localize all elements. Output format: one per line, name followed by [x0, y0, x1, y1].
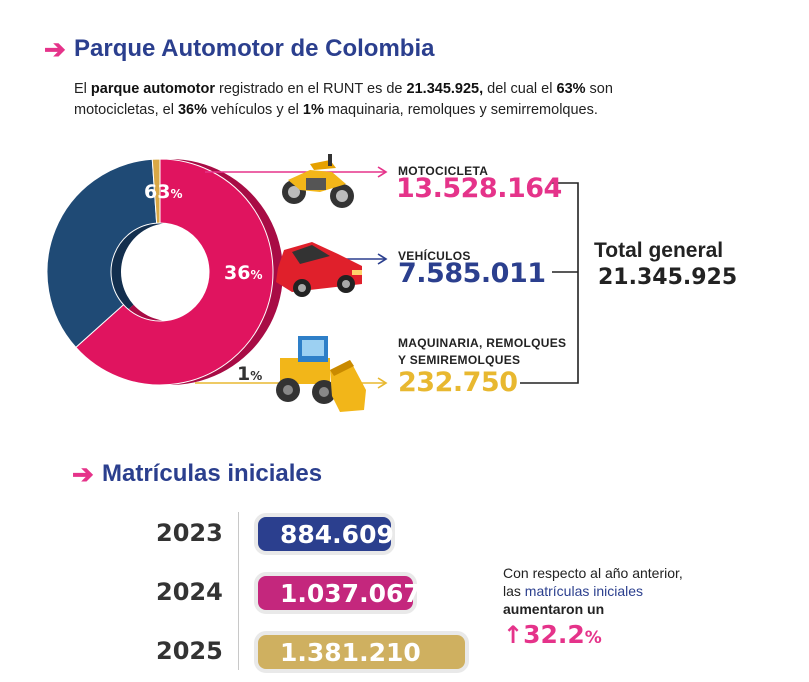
category-value-veh: 7.585.011 — [398, 258, 546, 289]
connector-veh-head — [377, 253, 388, 265]
section-title-matriculas: Matrículas iniciales — [102, 460, 323, 487]
donut-pct-veh: 36% — [224, 262, 263, 284]
donut-segment-1 — [46, 158, 158, 349]
bar-2024: 1.037.067 — [258, 576, 421, 610]
growth-value: ↑32.2% — [503, 620, 602, 649]
bar-year-label-2025: 2025 — [156, 637, 223, 665]
category-label-veh: VEHÍCULOS — [398, 249, 471, 263]
arrow-up-icon: ↑ — [503, 621, 524, 649]
bar-axis-line — [238, 512, 239, 670]
motorcycle-icon — [282, 154, 354, 208]
donut-segment-2 — [151, 158, 161, 224]
connector-maq-head — [377, 377, 388, 389]
donut-pct-maq: 1% — [237, 363, 263, 385]
intro-paragraph: El parque automotor registrado en el RUN… — [74, 81, 613, 118]
donut-segments — [46, 158, 274, 386]
car-icon — [276, 242, 362, 297]
note-line1: Con respecto al año anterior, — [503, 565, 683, 581]
section-title-parque: Parque Automotor de Colombia — [74, 35, 435, 62]
loader-icon — [276, 336, 366, 412]
total-bracket — [520, 182, 579, 384]
bar-2025: 1.381.210 — [258, 635, 465, 669]
category-value-moto: 13.528.164 — [396, 173, 562, 204]
donut-chart — [46, 154, 579, 412]
total-value: 21.345.925 — [598, 265, 738, 290]
chevron-right-icon: ➔ — [72, 459, 94, 489]
note-line3: aumentaron un — [503, 601, 605, 617]
connector-moto-head — [377, 166, 388, 178]
donut-pct-moto: 63% — [144, 181, 183, 203]
bar-year-label-2023: 2023 — [156, 519, 223, 547]
growth-note: Con respecto al año anterior, las matríc… — [503, 564, 733, 618]
chevron-right-icon: ➔ — [44, 34, 66, 64]
bar-value-label-2023: 884.609 — [280, 519, 394, 549]
bar-2023: 884.609 — [258, 517, 394, 551]
donut-segment-0 — [75, 158, 274, 386]
category-value-maq: 232.750 — [398, 367, 518, 398]
category-label-maq: MAQUINARIA, REMOLQUES Y SEMIREMOLQUES — [398, 336, 567, 367]
bar-value-label-2024: 1.037.067 — [280, 578, 421, 608]
total-label: Total general — [594, 239, 724, 262]
bar-year-label-2024: 2024 — [156, 578, 223, 606]
category-label-moto: MOTOCICLETA — [398, 164, 489, 178]
note-line2: las matrículas iniciales — [503, 583, 644, 599]
bar-value-label-2025: 1.381.210 — [280, 637, 421, 667]
